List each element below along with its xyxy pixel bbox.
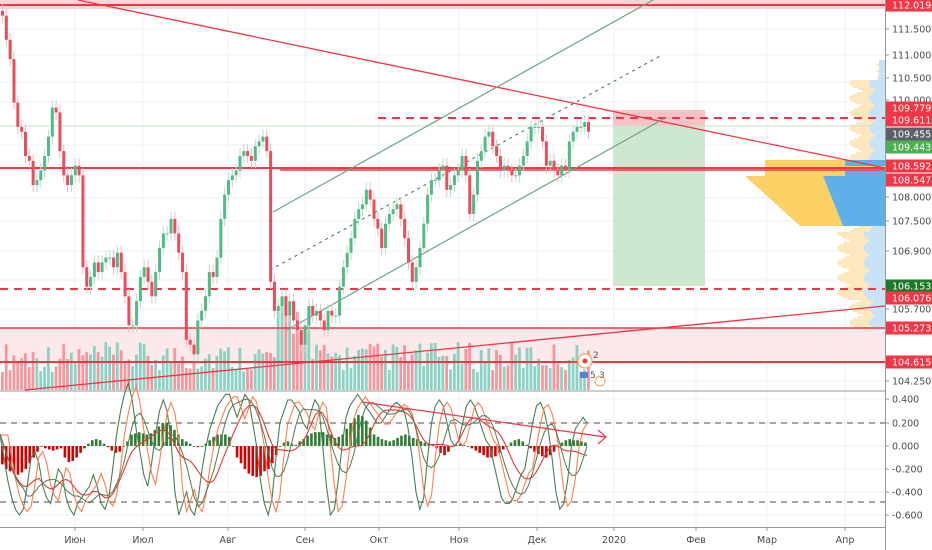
flag-us-icon[interactable] [580, 372, 588, 378]
svg-text:0.000: 0.000 [892, 442, 919, 453]
price-tag [886, 113, 932, 127]
price-tick-label: 110.500 [892, 74, 931, 85]
svg-text:-0.400: -0.400 [892, 488, 923, 499]
svg-text:108.547: 108.547 [892, 176, 931, 187]
price-tick-label: 105.700 [892, 305, 931, 316]
svg-text:-0.600: -0.600 [892, 511, 923, 522]
candlesticks [1, 3, 590, 362]
channel-lower[interactable] [286, 117, 666, 331]
oscillator-axis-ticks: 0.400 0.200 0.000 -0.200 -0.400 -0.600 [885, 395, 923, 522]
price-tag [886, 279, 932, 293]
ascending-trendline[interactable] [24, 305, 886, 391]
price-tick-label: 108.000 [892, 193, 931, 204]
svg-text:105.273: 105.273 [892, 324, 931, 335]
channel-upper[interactable] [272, 0, 654, 213]
time-label: Апр [836, 535, 855, 546]
svg-text:109.443: 109.443 [892, 143, 931, 154]
price-tag [886, 0, 932, 12]
position-stop-zone[interactable] [613, 126, 705, 286]
price-tick-label: 107.500 [892, 217, 931, 228]
time-label: Мар [757, 535, 777, 546]
time-label: Июн [64, 535, 85, 546]
time-label: Сен [296, 535, 315, 546]
time-label: Ноя [450, 535, 469, 546]
time-axis[interactable]: Июн Июл Авг Сен Окт Ноя Дек 2020 Фев Мар Апр [64, 527, 854, 546]
svg-text:109.455: 109.455 [892, 130, 931, 141]
event-dot-icon [582, 358, 588, 364]
arrow-head-icon [597, 429, 607, 445]
svg-text:-0.200: -0.200 [892, 465, 923, 476]
time-label: Фев [686, 535, 706, 546]
price-tick-label: 110.000 [892, 96, 931, 107]
price-axis-ticks: 111.500 111.000 110.500 110.000 108.000 107.5… [885, 25, 931, 388]
price-tick-label: 111.000 [892, 51, 931, 62]
price-tick-label: 104.250 [892, 377, 931, 388]
oscillator-lines [0, 380, 588, 518]
horizontal-levels[interactable] [0, 4, 885, 363]
svg-text:0.200: 0.200 [892, 419, 919, 430]
svg-text:106.153: 106.153 [892, 282, 931, 293]
price-tick-label: 111.500 [892, 25, 931, 36]
svg-text:108.592: 108.592 [892, 162, 931, 173]
svg-text:104.615: 104.615 [892, 358, 931, 369]
event-markers[interactable]: 2 5 3 [577, 351, 606, 387]
osc-divergence-line[interactable] [361, 401, 606, 438]
time-label: 2020 [602, 535, 626, 546]
event-marker-icon-2[interactable] [594, 375, 606, 387]
price-axis[interactable] [885, 0, 932, 527]
price-tag [886, 355, 932, 369]
price-tag [886, 321, 932, 335]
price-tag [886, 127, 932, 141]
svg-text:109.611: 109.611 [892, 116, 931, 127]
time-label: Дек [527, 535, 546, 546]
event-count-2: 5 [590, 371, 596, 381]
svg-text:109.779: 109.779 [892, 104, 931, 115]
svg-text:106.076: 106.076 [892, 294, 931, 305]
time-label: Окт [370, 535, 389, 546]
time-label: Авг [219, 535, 236, 546]
price-tick-label: 106.900 [892, 247, 931, 258]
event-count-1: 2 [593, 351, 599, 361]
volume-profile [746, 60, 885, 330]
grid-lines [0, 0, 885, 527]
price-tag [886, 291, 932, 305]
volume-bars [1, 301, 590, 390]
svg-text:112.019: 112.019 [892, 1, 931, 12]
descending-trendline[interactable] [77, 0, 886, 169]
time-label: Июл [132, 535, 153, 546]
svg-text:0.400: 0.400 [892, 395, 919, 406]
price-tag [886, 173, 932, 187]
price-tag [886, 159, 932, 173]
price-tag [886, 101, 932, 115]
price-tag [886, 140, 932, 154]
